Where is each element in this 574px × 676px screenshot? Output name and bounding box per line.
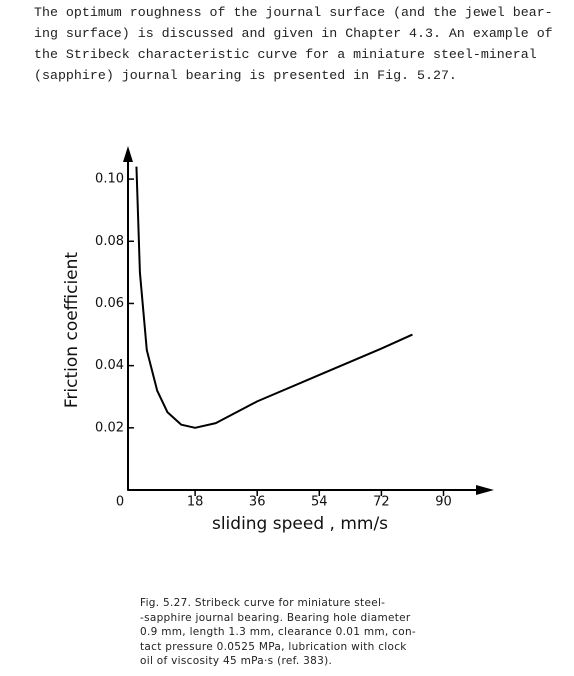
caption-line: tact pressure 0.0525 MPa, lubrication wi… bbox=[140, 640, 407, 653]
x-tick-label: 0 bbox=[116, 495, 124, 510]
x-tick-label: 18 bbox=[187, 495, 204, 510]
x-tick-label: 90 bbox=[435, 495, 452, 510]
y-axis-label: Friction coefficient bbox=[62, 252, 82, 409]
caption-line: Fig. 5.27. Stribeck curve for miniature … bbox=[140, 597, 386, 609]
y-tick-label: 0.06 bbox=[95, 296, 124, 311]
paragraph-line: (sapphire) journal bearing is presented … bbox=[34, 68, 457, 83]
caption-line: 0.9 mm, length 1.3 mm, clearance 0.01 mm… bbox=[140, 626, 416, 638]
curve bbox=[135, 166, 413, 429]
caption-line: oil of viscosity 45 mPa·s (ref. 383). bbox=[140, 655, 333, 667]
y-axis-arrow bbox=[123, 146, 133, 162]
y-tick-label: 0.02 bbox=[95, 420, 124, 435]
y-tick-label: 0.04 bbox=[95, 358, 124, 373]
y-tick-label: 0.08 bbox=[95, 234, 124, 249]
x-axis-arrow bbox=[476, 485, 494, 495]
paragraph-line: ing surface) is discussed and given in C… bbox=[34, 26, 553, 41]
y-tick-label: 0.10 bbox=[95, 172, 124, 187]
caption: Fig. 5.27. Stribeck curve for miniature … bbox=[140, 596, 416, 669]
paragraph-line: The optimum roughness of the journal sur… bbox=[34, 5, 553, 20]
paragraph-line: the Stribeck characteristic curve for a … bbox=[34, 47, 537, 62]
x-tick-label: 54 bbox=[311, 495, 328, 510]
chart: Friction coefficient sliding speed , mm/… bbox=[62, 146, 494, 534]
x-axis-label: sliding speed , mm/s bbox=[212, 514, 388, 534]
x-tick-label: 72 bbox=[373, 495, 390, 510]
caption-line: -sapphire journal bearing. Bearing hole … bbox=[140, 611, 411, 624]
paragraph: The optimum roughness of the journal sur… bbox=[34, 2, 553, 86]
x-tick-label: 36 bbox=[249, 495, 266, 510]
